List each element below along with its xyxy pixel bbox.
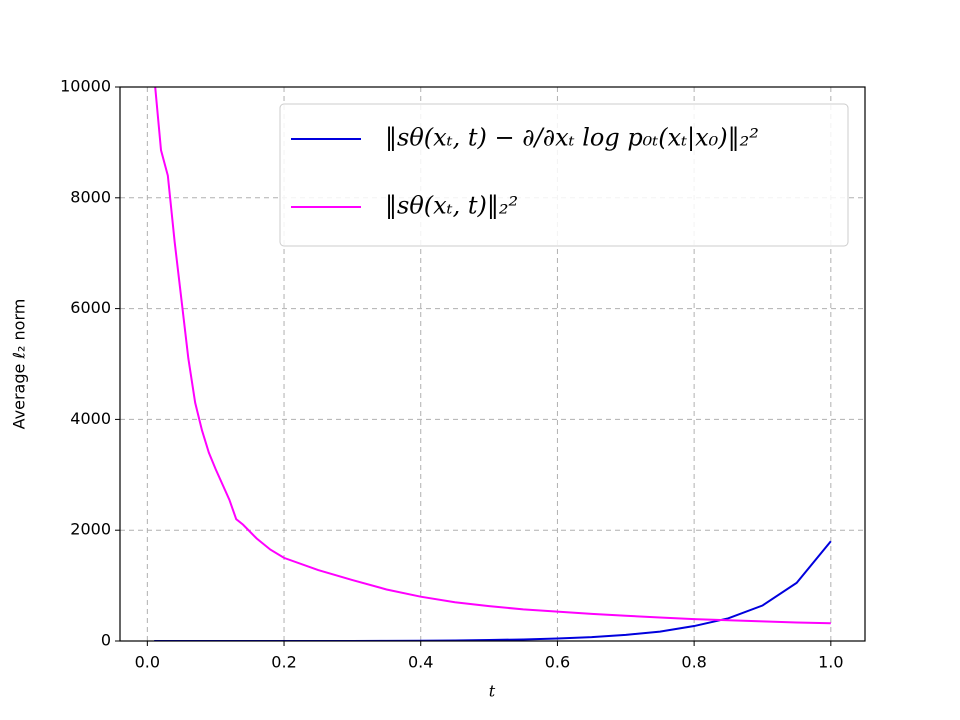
- y-tick-label: 4000: [70, 409, 111, 428]
- x-tick-label: 0.8: [681, 653, 706, 672]
- y-tick-label: 0: [101, 631, 111, 650]
- axes-frame: [119, 86, 866, 642]
- x-tick-label: 1.0: [818, 653, 843, 672]
- legend-box: [279, 103, 849, 247]
- x-tick-label: 0.2: [271, 653, 296, 672]
- y-tick-label: 8000: [70, 187, 111, 206]
- legend: ‖sθ(xₜ, t) − ∂/∂xₜ log p₀ₜ(xₜ|x₀)‖₂² ‖sθ(…: [279, 103, 849, 247]
- x-tick-label: 0.0: [135, 653, 160, 672]
- x-tick-label: 0.4: [408, 653, 433, 672]
- y-tick-label: 10000: [60, 77, 111, 96]
- legend-label: ‖sθ(xₜ, t)‖₂²: [385, 192, 518, 221]
- x-axis-label: t: [489, 682, 496, 701]
- series-line: [154, 87, 831, 625]
- y-tick-label: 6000: [70, 298, 111, 317]
- y-tick-label: 2000: [70, 520, 111, 539]
- y-axis-label: Average ℓ₂ norm: [10, 299, 29, 430]
- legend-label: ‖sθ(xₜ, t) − ∂/∂xₜ log p₀ₜ(xₜ|x₀)‖₂²: [385, 124, 759, 153]
- x-tick-label: 0.6: [545, 653, 570, 672]
